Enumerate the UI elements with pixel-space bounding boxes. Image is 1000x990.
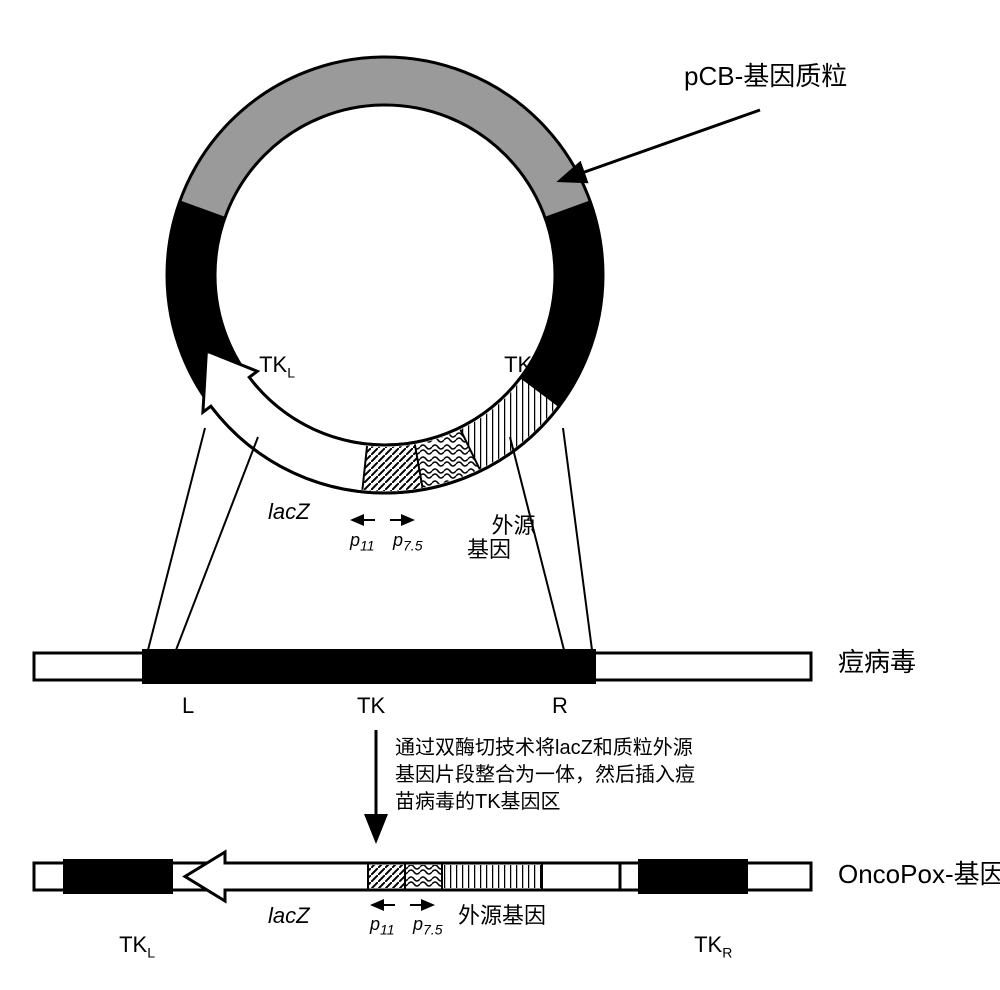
foreign-gene-ring-label: 外源基因 <box>467 490 535 587</box>
oncopox-p75 <box>405 865 442 888</box>
poxvirus-tk-region <box>142 649 596 684</box>
lacz-ring-label: lacZ <box>268 498 310 527</box>
title-arrow <box>562 110 760 180</box>
foreign-gene-bottom-label: 外源基因 <box>458 902 546 931</box>
L-label: L <box>182 692 194 721</box>
diagram-stage: pCB-基因质粒 TKL TKR lacZ p11 p7.5 外源基因 痘病毒 … <box>0 0 1000 964</box>
tkr-bottom-label: TKR <box>670 902 732 990</box>
oncopox-label: OncoPox-基因 <box>838 858 1000 892</box>
poxvirus-label: 痘病毒 <box>838 646 916 680</box>
tk-right-label: TKR <box>480 322 542 410</box>
plasmid-title: pCB-基因质粒 <box>684 60 847 94</box>
oncopox-p11 <box>368 865 405 888</box>
lacz-bottom-label: lacZ <box>268 902 310 931</box>
tk-left-label: TKL <box>235 322 295 410</box>
oncopox-tkl <box>63 859 173 894</box>
recombination-line-2 <box>176 437 258 650</box>
TK-label: TK <box>357 692 385 721</box>
R-label: R <box>552 692 568 721</box>
p11-arc <box>362 444 422 491</box>
p75-ring-label: p7.5 <box>393 530 422 554</box>
p75-bottom-label: p7.5 <box>413 914 442 938</box>
recombination-line-1 <box>148 428 205 650</box>
recombination-caption: 通过双酶切技术将lacZ和质粒外源 基因片段整合为一体，然后插入痘 苗病毒的TK… <box>395 735 695 816</box>
tkl-bottom-label: TKL <box>95 902 155 990</box>
oncopox-tkr <box>638 859 748 894</box>
p11-bottom-label: p11 <box>370 914 395 938</box>
p11-ring-label: p11 <box>350 530 375 554</box>
oncopox-foreign-gene <box>442 865 542 888</box>
recombination-line-4 <box>563 428 592 650</box>
diagram-svg <box>0 0 1000 964</box>
